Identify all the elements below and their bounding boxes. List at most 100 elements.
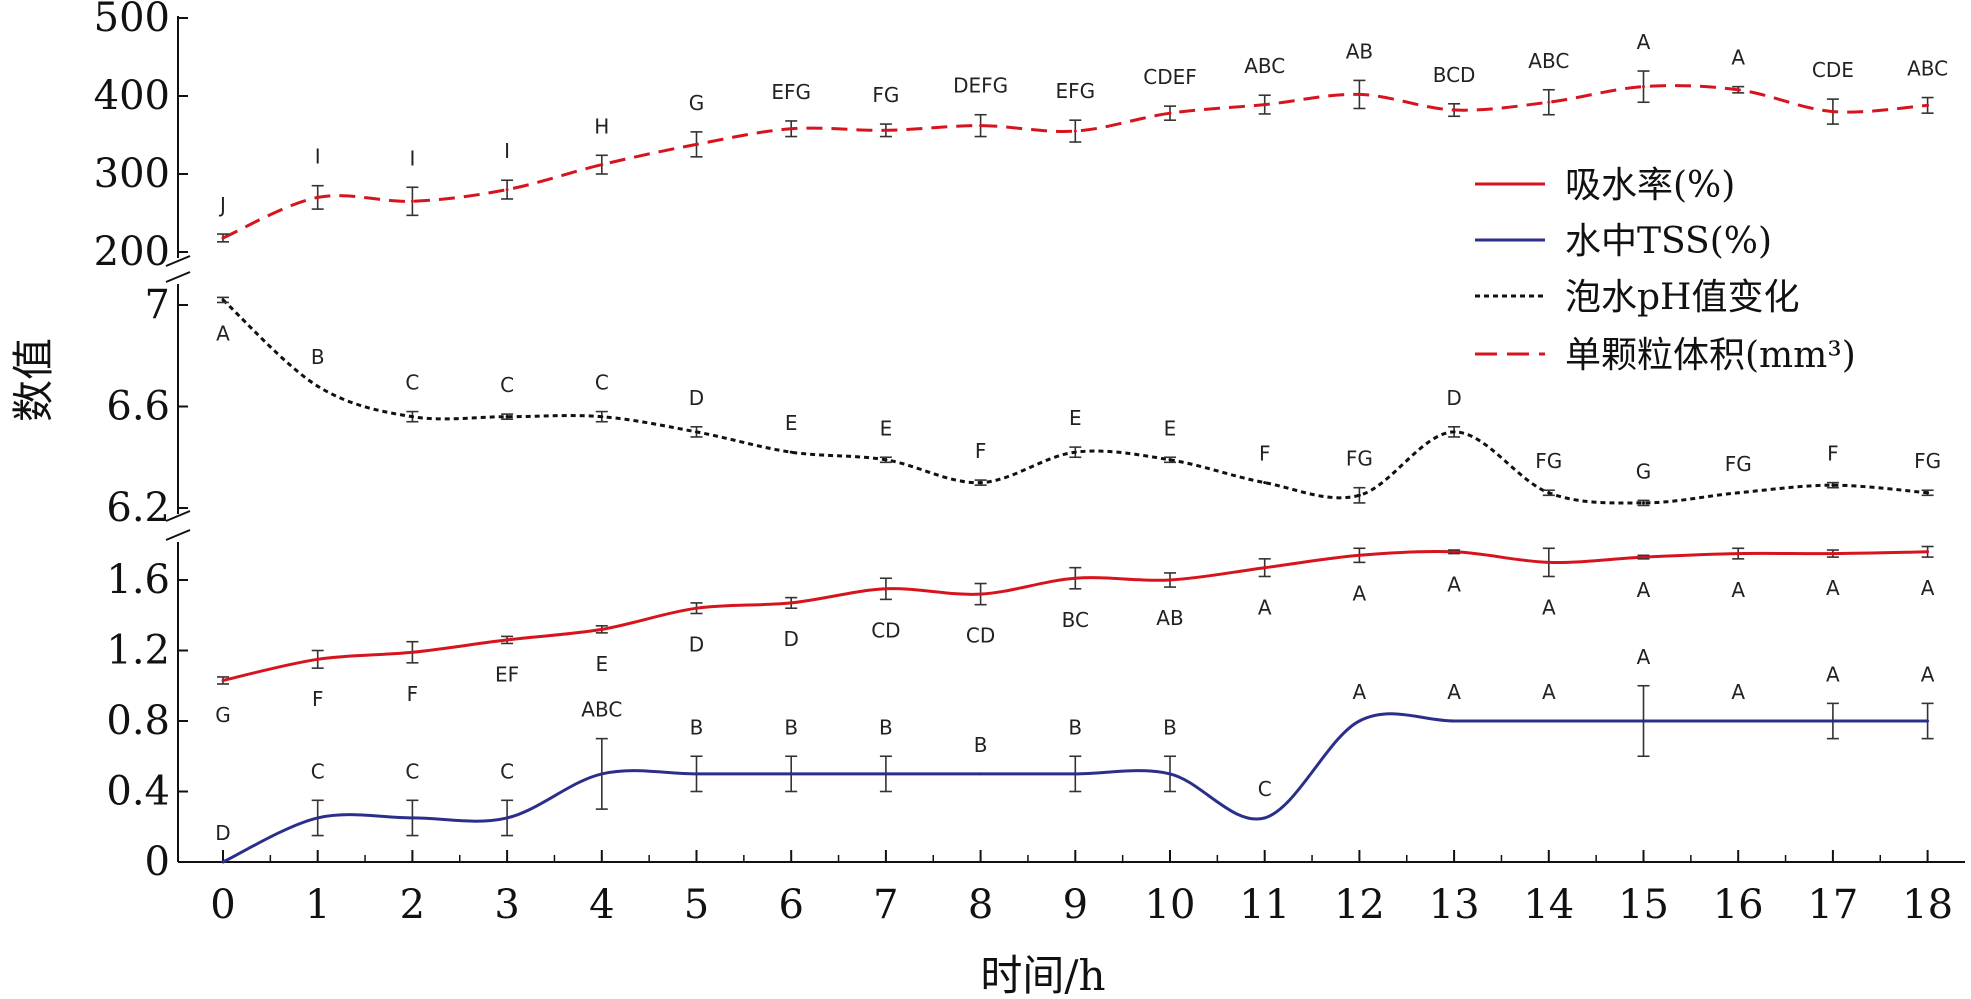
significance-letter: ABC [1528, 49, 1569, 73]
x-tick-label: 18 [1902, 882, 1953, 928]
y-tick-label: 400 [94, 73, 170, 119]
series-line-volume [222, 84, 1928, 240]
data-point-volume [1452, 108, 1456, 112]
legend-entry-absorb: 吸水率(%) [1475, 165, 1735, 206]
significance-letter: AB [1346, 39, 1373, 63]
x-tick-label: 12 [1334, 882, 1385, 928]
data-point-tss [1452, 719, 1456, 723]
data-point-tss [1736, 719, 1740, 723]
x-tick-label: 11 [1239, 882, 1290, 928]
significance-letter: ABC [1244, 54, 1285, 78]
x-tick-label: 4 [589, 882, 614, 928]
y-tick-label: 0 [145, 839, 170, 885]
data-point-volume [1736, 88, 1740, 92]
significance-letter: CDE [1812, 58, 1854, 82]
significance-letter: ABC [1907, 57, 1948, 81]
significance-letter: I [409, 146, 415, 170]
significance-letter: BC [1062, 608, 1089, 632]
significance-letter: B [690, 715, 704, 739]
data-point-volume [600, 163, 604, 167]
significance-letter: F [975, 439, 987, 463]
significance-letter: CD [966, 624, 995, 648]
data-point-ph [1642, 501, 1645, 505]
y-tick-label: 6.2 [106, 485, 170, 531]
data-point-ph [316, 384, 320, 388]
data-point-absorb [979, 592, 983, 596]
significance-letter: C [1258, 777, 1272, 801]
data-point-volume [695, 142, 698, 146]
y-tick-label: 200 [94, 229, 170, 275]
x-tick-label: 1 [305, 882, 330, 928]
significance-letter: A [1542, 595, 1556, 619]
significance-letter: E [880, 416, 893, 440]
significance-letter: EFG [1055, 79, 1095, 103]
significance-letter: AB [1156, 606, 1183, 630]
significance-letter: FG [1914, 449, 1941, 473]
significance-letter: A [216, 321, 230, 345]
significance-letter: BCD [1433, 63, 1476, 87]
x-tick-label: 15 [1618, 882, 1669, 928]
data-point-ph [1926, 491, 1930, 495]
significance-letter: A [1731, 46, 1745, 70]
data-point-absorb [505, 638, 509, 642]
data-point-tss [1831, 719, 1835, 723]
axis-break-mark [165, 271, 191, 283]
x-tick-label: 13 [1429, 882, 1480, 928]
significance-letter: DEFG [953, 74, 1008, 98]
significance-letter: A [1826, 576, 1840, 600]
significance-letter: D [215, 821, 230, 845]
significance-letter: FG [1725, 452, 1752, 476]
data-point-volume [316, 195, 320, 199]
data-point-ph [1831, 483, 1835, 487]
data-point-absorb [316, 657, 320, 661]
significance-letter: E [1164, 416, 1177, 440]
data-point-absorb [410, 650, 414, 654]
legend-entry-ph: 泡水pH值变化 [1475, 277, 1799, 318]
data-point-tss [1168, 772, 1172, 776]
data-point-absorb [1642, 555, 1645, 559]
legend-entry-tss: 水中TSS(%) [1475, 221, 1772, 262]
significance-letter: F [1827, 442, 1839, 466]
significance-letter: H [594, 114, 609, 138]
significance-letter: D [1446, 386, 1461, 410]
data-point-absorb [1831, 552, 1835, 556]
data-point-tss [1926, 719, 1930, 723]
data-point-absorb [1357, 553, 1361, 557]
axis-break-mark [165, 510, 191, 522]
significance-letter: CDEF [1143, 65, 1197, 89]
y-axis-title: 数值 [9, 338, 58, 422]
significance-letter: F [312, 687, 324, 711]
y-tick-label: 6.6 [106, 384, 170, 430]
data-point-tss [410, 816, 414, 820]
significance-letter: C [405, 371, 419, 395]
significance-letter: A [1637, 30, 1651, 54]
significance-letter: B [1068, 715, 1082, 739]
significance-letter: C [500, 373, 514, 397]
y-tick-label: 1.6 [106, 557, 170, 603]
significance-letter: G [689, 91, 705, 115]
data-point-absorb [1073, 576, 1077, 580]
data-point-tss [600, 772, 604, 776]
significance-letter: B [784, 715, 798, 739]
legend-entry-volume: 单颗粒体积(mm³) [1475, 335, 1856, 376]
data-point-ph [1547, 491, 1551, 495]
significance-letter: EFG [771, 80, 811, 104]
data-point-tss [1642, 719, 1645, 723]
data-point-tss [1357, 719, 1361, 723]
y-tick-label: 7 [145, 282, 170, 328]
significance-letter: E [595, 652, 608, 676]
data-point-ph [1736, 491, 1740, 495]
series-line-ph [221, 298, 1928, 505]
data-point-tss [789, 772, 793, 776]
significance-letter: A [1447, 573, 1461, 597]
significance-letter: D [689, 632, 704, 656]
axis-break-mark [165, 529, 191, 541]
data-point-ph [1452, 430, 1456, 434]
data-point-ph [1168, 458, 1172, 462]
data-point-ph [695, 430, 698, 434]
y-tick-label: 500 [94, 0, 170, 41]
significance-letter: D [783, 627, 798, 651]
y-tick-label: 0.4 [106, 769, 170, 815]
y-tick-label: 0.8 [106, 698, 170, 744]
